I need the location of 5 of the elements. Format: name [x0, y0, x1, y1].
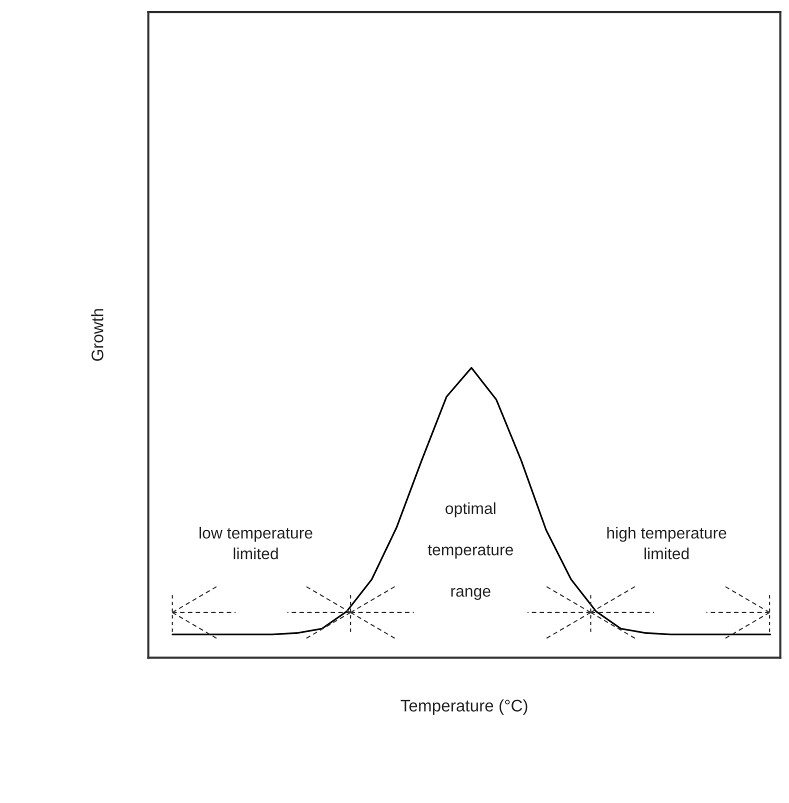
annotation: high temperature limited: [607, 526, 726, 560]
text: optimal temperature range: [428, 502, 513, 600]
x-axis-title: Temperature (°C): [400, 699, 528, 715]
annotation: low temperature limited: [200, 526, 312, 560]
y-axis-title: Growth: [91, 309, 104, 361]
